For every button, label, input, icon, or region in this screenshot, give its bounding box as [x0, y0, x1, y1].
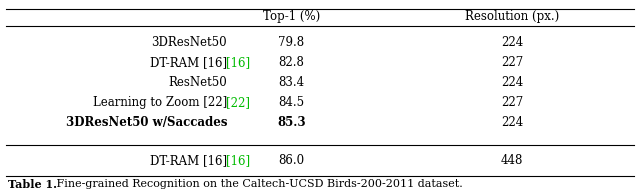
Text: ResNet50: ResNet50 [168, 76, 227, 89]
Text: [22]: [22] [226, 96, 250, 109]
Text: Fine-grained Recognition on the Caltech-UCSD Birds-200-2011 dataset.: Fine-grained Recognition on the Caltech-… [53, 179, 463, 189]
Text: 227: 227 [501, 56, 523, 69]
Text: 224: 224 [501, 36, 523, 49]
Text: 3DResNet50: 3DResNet50 [152, 36, 227, 49]
Text: Learning to Zoom [22]: Learning to Zoom [22] [93, 96, 227, 109]
Text: 227: 227 [501, 96, 523, 109]
Text: [16]: [16] [226, 154, 250, 167]
Text: Top-1 (%): Top-1 (%) [262, 10, 320, 23]
Text: 84.5: 84.5 [278, 96, 304, 109]
Text: 85.3: 85.3 [277, 116, 305, 129]
Text: DT-RAM [16]: DT-RAM [16] [150, 154, 227, 167]
Text: DT-RAM [16]: DT-RAM [16] [150, 56, 227, 69]
Text: 3DResNet50 w/Saccades: 3DResNet50 w/Saccades [66, 116, 227, 129]
Text: 82.8: 82.8 [278, 56, 304, 69]
Text: 86.0: 86.0 [278, 154, 304, 167]
Text: 224: 224 [501, 116, 523, 129]
Text: 224: 224 [501, 76, 523, 89]
Text: 448: 448 [501, 154, 523, 167]
Text: [16]: [16] [226, 56, 250, 69]
Text: Resolution (px.): Resolution (px.) [465, 10, 559, 23]
Text: 79.8: 79.8 [278, 36, 304, 49]
Text: 83.4: 83.4 [278, 76, 304, 89]
Text: Table 1.: Table 1. [8, 179, 57, 190]
